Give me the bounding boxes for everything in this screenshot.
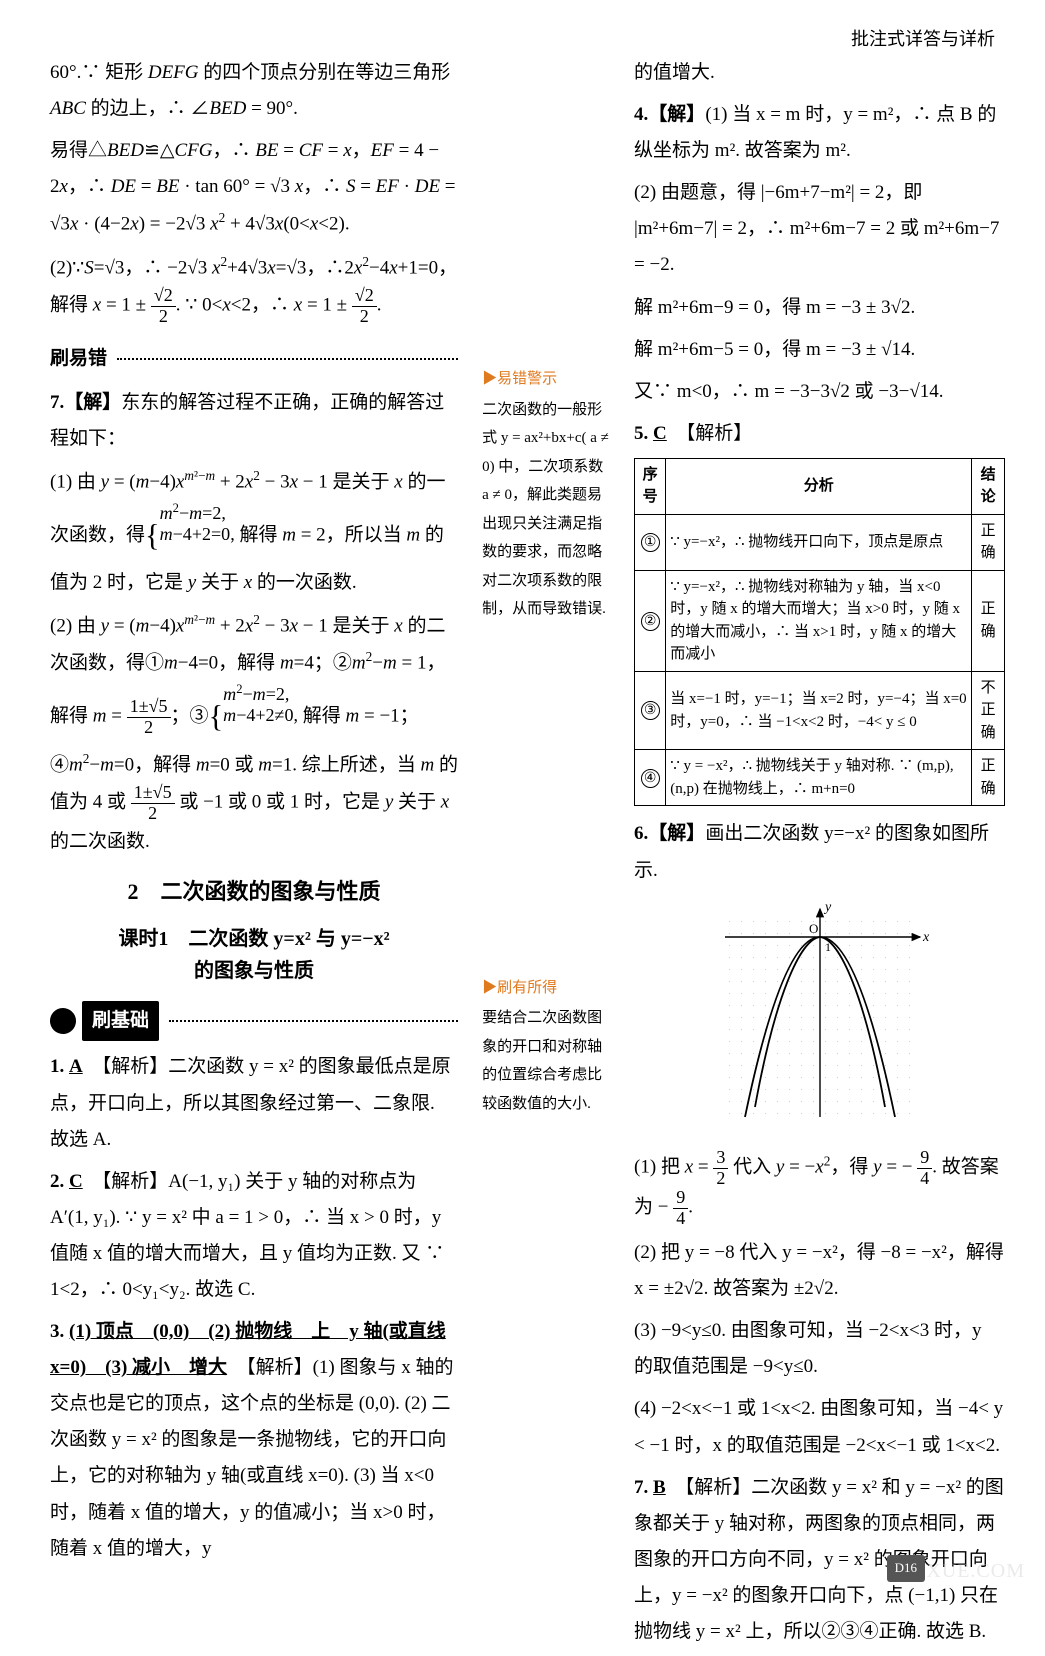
badge-icon — [48, 1006, 79, 1037]
q7: 7.【解】东东的解答过程不正确，正确的解答过程如下： — [50, 385, 458, 457]
section2-title: 2 二次函数的图象与性质 — [50, 874, 458, 909]
table-row: ①∵ y=−x²，∴ 抛物线开口向下，顶点是原点正确 — [635, 514, 1005, 570]
annot1-text: 二次函数的一般形式 y = ax²+bx+c( a ≠ 0) 中，二次项系数 a… — [482, 396, 610, 624]
annot1-title: 易错警示 — [497, 371, 557, 387]
q4-t3: 解 m²+6m−9 = 0，得 m = −3 ± 3√2. — [634, 290, 1005, 326]
page-header: 批注式详答与详析 — [851, 22, 995, 56]
svg-text:x: x — [922, 930, 930, 945]
q7-t2: (2) 由 y = (m−4)xm²−m + 2x2 − 3x − 1 是关于 … — [50, 607, 458, 860]
intro-1: 60°.∵ 矩形 DEFG 的四个顶点分别在等边三角形 ABC 的边上，∴ ∠B… — [50, 55, 458, 127]
divider — [117, 358, 458, 360]
lesson1-title: 课时1 二次函数 y=x² 与 y=−x²的图象与性质 — [50, 923, 458, 987]
q3: 3. (1) 顶点 (0,0) (2) 抛物线 上 y 轴(或直线 x=0) (… — [50, 1314, 458, 1567]
table-row: ③当 x=−1 时，y=−1；当 x=2 时，y=−4；当 x=0 时，y=0，… — [635, 671, 1005, 750]
annot1: ▶易错警示 二次函数的一般形式 y = ax²+bx+c( a ≠ 0) 中，二… — [482, 365, 610, 624]
q6-t4: (4) −2<x<−1 或 1<x<2. 由图象可知，当 −4< y < −1 … — [634, 1391, 1005, 1463]
graph: x y O 1 — [634, 897, 1005, 1140]
th-2: 分析 — [666, 458, 972, 514]
right-cont: 的值增大. — [634, 55, 1005, 91]
shuajichu-label: 刷基础 — [82, 1001, 159, 1041]
q7-label: 7.【解】 — [50, 392, 121, 413]
page-number: D16 — [887, 1555, 925, 1582]
svg-text:1: 1 — [825, 940, 831, 954]
svg-text:y: y — [823, 900, 832, 915]
th-3: 结论 — [972, 458, 1005, 514]
annot2-text: 要结合二次函数图象的开口和对称轴的位置综合考虑比较函数值的大小. — [482, 1004, 610, 1118]
table-row: ④∵ y = −x²，∴ 抛物线关于 y 轴对称. ∵ (m,p),(n,p) … — [635, 750, 1005, 806]
q6-t3: (3) −9<y≤0. 由图象可知，当 −2<x<3 时，y 的取值范围是 −9… — [634, 1313, 1005, 1385]
annot2: ▶刷有所得 要结合二次函数图象的开口和对称轴的位置综合考虑比较函数值的大小. — [482, 974, 610, 1119]
q1: 1. A 【解析】二次函数 y = x² 的图象最低点是原点，开口向上，所以其图… — [50, 1049, 458, 1157]
table-row: ②∵ y=−x²，∴ 抛物线对称轴为 y 轴，当 x<0 时，y 随 x 的增大… — [635, 570, 1005, 671]
q7-t1: (1) 由 y = (m−4)xm²−m + 2x2 − 3x − 1 是关于 … — [50, 463, 458, 601]
divider — [169, 1020, 458, 1022]
q5: 5. C 【解析】 — [634, 416, 1005, 452]
svg-text:O: O — [809, 921, 818, 936]
q6-t1: (1) 把 x = 32 代入 y = −x2，得 y = − 94. 故答案为… — [634, 1148, 1005, 1229]
watermark: MXUE.COM — [908, 1552, 1025, 1590]
q6: 6.【解】画出二次函数 y=−x² 的图象如图所示. — [634, 816, 1005, 888]
q4: 4.【解】(1) 当 x = m 时，y = m²，∴ 点 B 的纵坐标为 m²… — [634, 97, 1005, 169]
annot2-title: 刷有所得 — [497, 980, 557, 996]
q4-t2: (2) 由题意，得 |−6m+7−m²| = 2，即 |m²+6m−7| = 2… — [634, 175, 1005, 283]
right-column: 的值增大. 4.【解】(1) 当 x = m 时，y = m²，∴ 点 B 的纵… — [634, 55, 1005, 1656]
th-1: 序号 — [635, 458, 666, 514]
left-column: 60°.∵ 矩形 DEFG 的四个顶点分别在等边三角形 ABC 的边上，∴ ∠B… — [50, 55, 458, 1656]
mid-column: ▶易错警示 二次函数的一般形式 y = ax²+bx+c( a ≠ 0) 中，二… — [482, 55, 610, 1656]
q4-t5: 又∵ m<0，∴ m = −3−3√2 或 −3−√14. — [634, 374, 1005, 410]
analysis-table: 序号分析结论 ①∵ y=−x²，∴ 抛物线开口向下，顶点是原点正确 ②∵ y=−… — [634, 458, 1005, 807]
q2: 2. C 【解析】A(−1, y₁) 关于 y 轴的对称点为 A′(1, y₁)… — [50, 1164, 458, 1308]
shuayicuo-label: 刷易错 — [50, 341, 107, 377]
q4-t4: 解 m²+6m−5 = 0，得 m = −3 ± √14. — [634, 332, 1005, 368]
intro-2: 易得△BED≌△CFG，∴ BE = CF = x，EF = 4 − 2x，∴ … — [50, 133, 458, 243]
q6-t2: (2) 把 y = −8 代入 y = −x²，得 −8 = −x²，解得 x … — [634, 1235, 1005, 1307]
intro-3: (2)∵S=√3，∴ −2√3 x2+4√3x=√3，∴2x2−4x+1=0，解… — [50, 249, 458, 327]
